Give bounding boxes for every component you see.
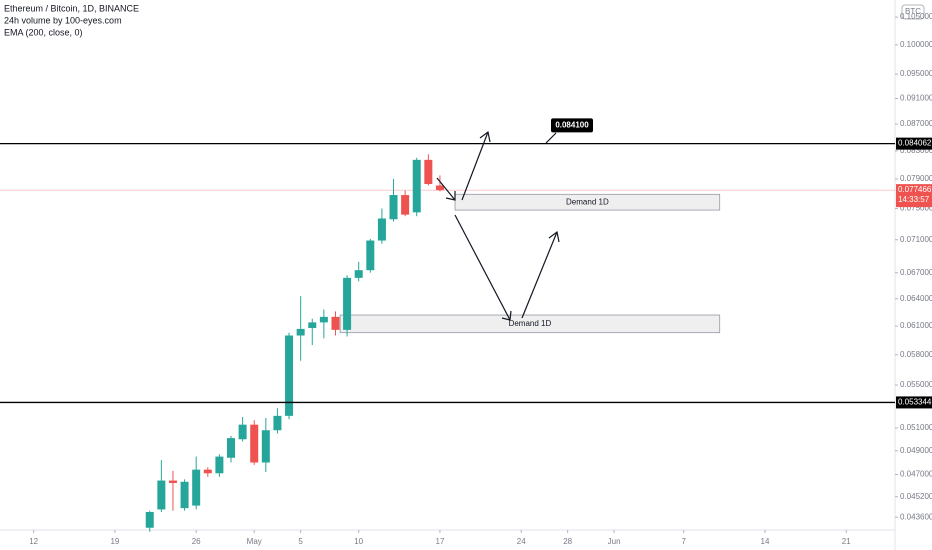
x-tick-label: 26 [192,537,201,546]
candle-body [343,277,352,330]
candle-body [273,415,282,431]
y-tick-label: 0.091000 [900,94,932,103]
price-label-box [896,184,932,208]
candle-body [215,456,224,474]
candle-body [192,469,201,506]
candle-body [308,322,317,328]
candle-body [377,218,386,241]
x-tick-label: 14 [761,537,770,546]
y-tick-label: 0.047000 [900,470,932,479]
y-tick-label: 0.051000 [900,423,932,432]
arrow-head [479,130,491,143]
y-tick-label: 0.045200 [900,492,932,501]
candle-body [238,424,247,440]
y-tick-label: 0.100000 [900,40,932,49]
level-label: 0.053344 [898,398,932,407]
x-tick-label: 5 [298,537,303,546]
candle-body [424,159,433,185]
level-label-box [896,396,932,409]
arrow-head [548,230,560,243]
candle-body [366,240,375,271]
x-tick-label: Jun [608,537,621,546]
y-tick-label: 0.087000 [900,119,932,128]
price-label: 0.077466 [898,185,932,194]
arrow [454,214,511,321]
zone-label: Demand 1D [509,319,552,328]
y-tick-label: 0.083000 [900,146,932,155]
y-tick-label: 0.067000 [900,268,932,277]
y-tick-label: 0.061000 [900,321,932,330]
x-tick-label: 24 [517,537,526,546]
candle-body [331,316,340,330]
candle-body [157,480,166,510]
x-tick-label: 21 [842,537,851,546]
currency: BTC [905,7,921,16]
candle-body [168,480,177,484]
x-tick-label: 17 [436,537,445,546]
candle-body [145,512,154,528]
y-tick-label: 0.058000 [900,350,932,359]
y-tick-label: 0.105000 [900,12,932,21]
x-tick-label: 28 [563,537,572,546]
zone-label: Demand 1D [566,197,609,206]
y-tick-label: 0.064000 [900,294,932,303]
y-tick-label: 0.079000 [900,174,932,183]
candle-body [389,195,398,220]
arrow-head [501,310,512,321]
x-tick-label: 12 [29,537,38,546]
candle-body [319,316,328,323]
level-label-box [896,137,932,150]
callout-line [545,132,557,144]
y-tick-label: 0.075000 [900,204,932,213]
x-tick-label: 19 [110,537,119,546]
subtitle: 24h volume by 100-eyes.com [4,15,122,25]
candle-body [354,270,363,278]
candle-body [435,185,444,191]
candle-body [203,469,212,474]
candle-body [227,438,236,458]
candle-body [296,328,305,336]
candle-body [412,159,421,213]
x-tick-label: May [247,537,262,546]
chart-title: Ethereum / Bitcoin, 1D, BINANCE [4,3,139,13]
countdown: 14:33:57 [898,195,930,204]
y-tick-label: 0.049000 [900,446,932,455]
candle-body [261,430,270,463]
arrow [521,231,558,319]
x-tick-label: 10 [354,537,363,546]
candle-body [180,481,189,509]
candle-body [401,195,410,215]
currency-box [901,4,925,20]
candle-body [250,424,259,463]
arrow-head [445,191,456,201]
y-tick-label: 0.043600 [900,512,932,521]
x-tick-label: 7 [682,537,687,546]
demand-zone [454,193,721,211]
arrow [461,131,489,201]
indicator: EMA (200, close, 0) [4,27,83,37]
y-tick-label: 0.071000 [900,235,932,244]
y-tick-label: 0.055000 [900,380,932,389]
y-tick-label: 0.095000 [900,69,932,78]
annotation-box [551,118,593,133]
annotation-label: 0.084100 [555,120,589,129]
drawings [436,130,560,321]
demand-zone [339,314,721,334]
arrow [436,177,456,201]
candle-body [285,335,294,416]
level-label: 0.084062 [898,139,932,148]
